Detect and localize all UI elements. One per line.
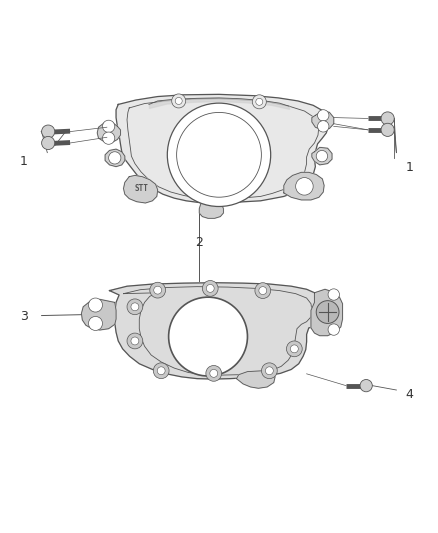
Circle shape	[153, 363, 169, 378]
Polygon shape	[312, 111, 334, 130]
Circle shape	[154, 286, 162, 294]
Circle shape	[150, 282, 166, 298]
Circle shape	[252, 95, 266, 109]
Circle shape	[328, 324, 339, 335]
Polygon shape	[312, 147, 332, 165]
Polygon shape	[237, 371, 275, 388]
Polygon shape	[199, 201, 223, 219]
Circle shape	[131, 337, 139, 345]
Circle shape	[316, 150, 328, 162]
Circle shape	[102, 120, 115, 133]
Polygon shape	[124, 175, 158, 203]
Circle shape	[88, 298, 102, 312]
Circle shape	[109, 152, 121, 164]
Circle shape	[255, 282, 271, 298]
Circle shape	[42, 125, 55, 138]
Circle shape	[261, 363, 277, 378]
Circle shape	[318, 120, 329, 132]
Circle shape	[381, 123, 394, 136]
Circle shape	[102, 132, 115, 144]
Circle shape	[202, 280, 218, 296]
Circle shape	[265, 367, 273, 375]
Circle shape	[42, 136, 55, 150]
Circle shape	[127, 299, 143, 314]
Circle shape	[259, 287, 267, 295]
Polygon shape	[116, 94, 328, 203]
Circle shape	[210, 369, 218, 377]
Circle shape	[88, 317, 102, 330]
Polygon shape	[284, 172, 324, 200]
Circle shape	[127, 333, 143, 349]
Text: 3: 3	[20, 310, 28, 324]
Polygon shape	[81, 300, 116, 330]
Text: 1: 1	[406, 161, 413, 174]
Polygon shape	[97, 122, 120, 142]
Circle shape	[206, 285, 214, 292]
Circle shape	[360, 379, 372, 392]
Circle shape	[316, 301, 339, 324]
Circle shape	[167, 103, 271, 206]
Circle shape	[286, 341, 302, 357]
Circle shape	[318, 110, 329, 121]
Polygon shape	[311, 289, 343, 336]
Circle shape	[169, 297, 247, 376]
Text: 4: 4	[406, 388, 413, 401]
Polygon shape	[105, 149, 125, 167]
Circle shape	[172, 94, 186, 108]
Text: 2: 2	[195, 236, 203, 249]
Circle shape	[381, 112, 394, 125]
Text: 1: 1	[20, 155, 28, 168]
Polygon shape	[110, 282, 326, 379]
Circle shape	[175, 98, 182, 104]
Circle shape	[296, 177, 313, 195]
Circle shape	[328, 289, 339, 300]
Circle shape	[131, 303, 139, 311]
Circle shape	[290, 345, 298, 353]
Text: STT: STT	[134, 184, 148, 193]
Circle shape	[256, 98, 263, 106]
Circle shape	[206, 366, 222, 381]
Circle shape	[157, 367, 165, 375]
